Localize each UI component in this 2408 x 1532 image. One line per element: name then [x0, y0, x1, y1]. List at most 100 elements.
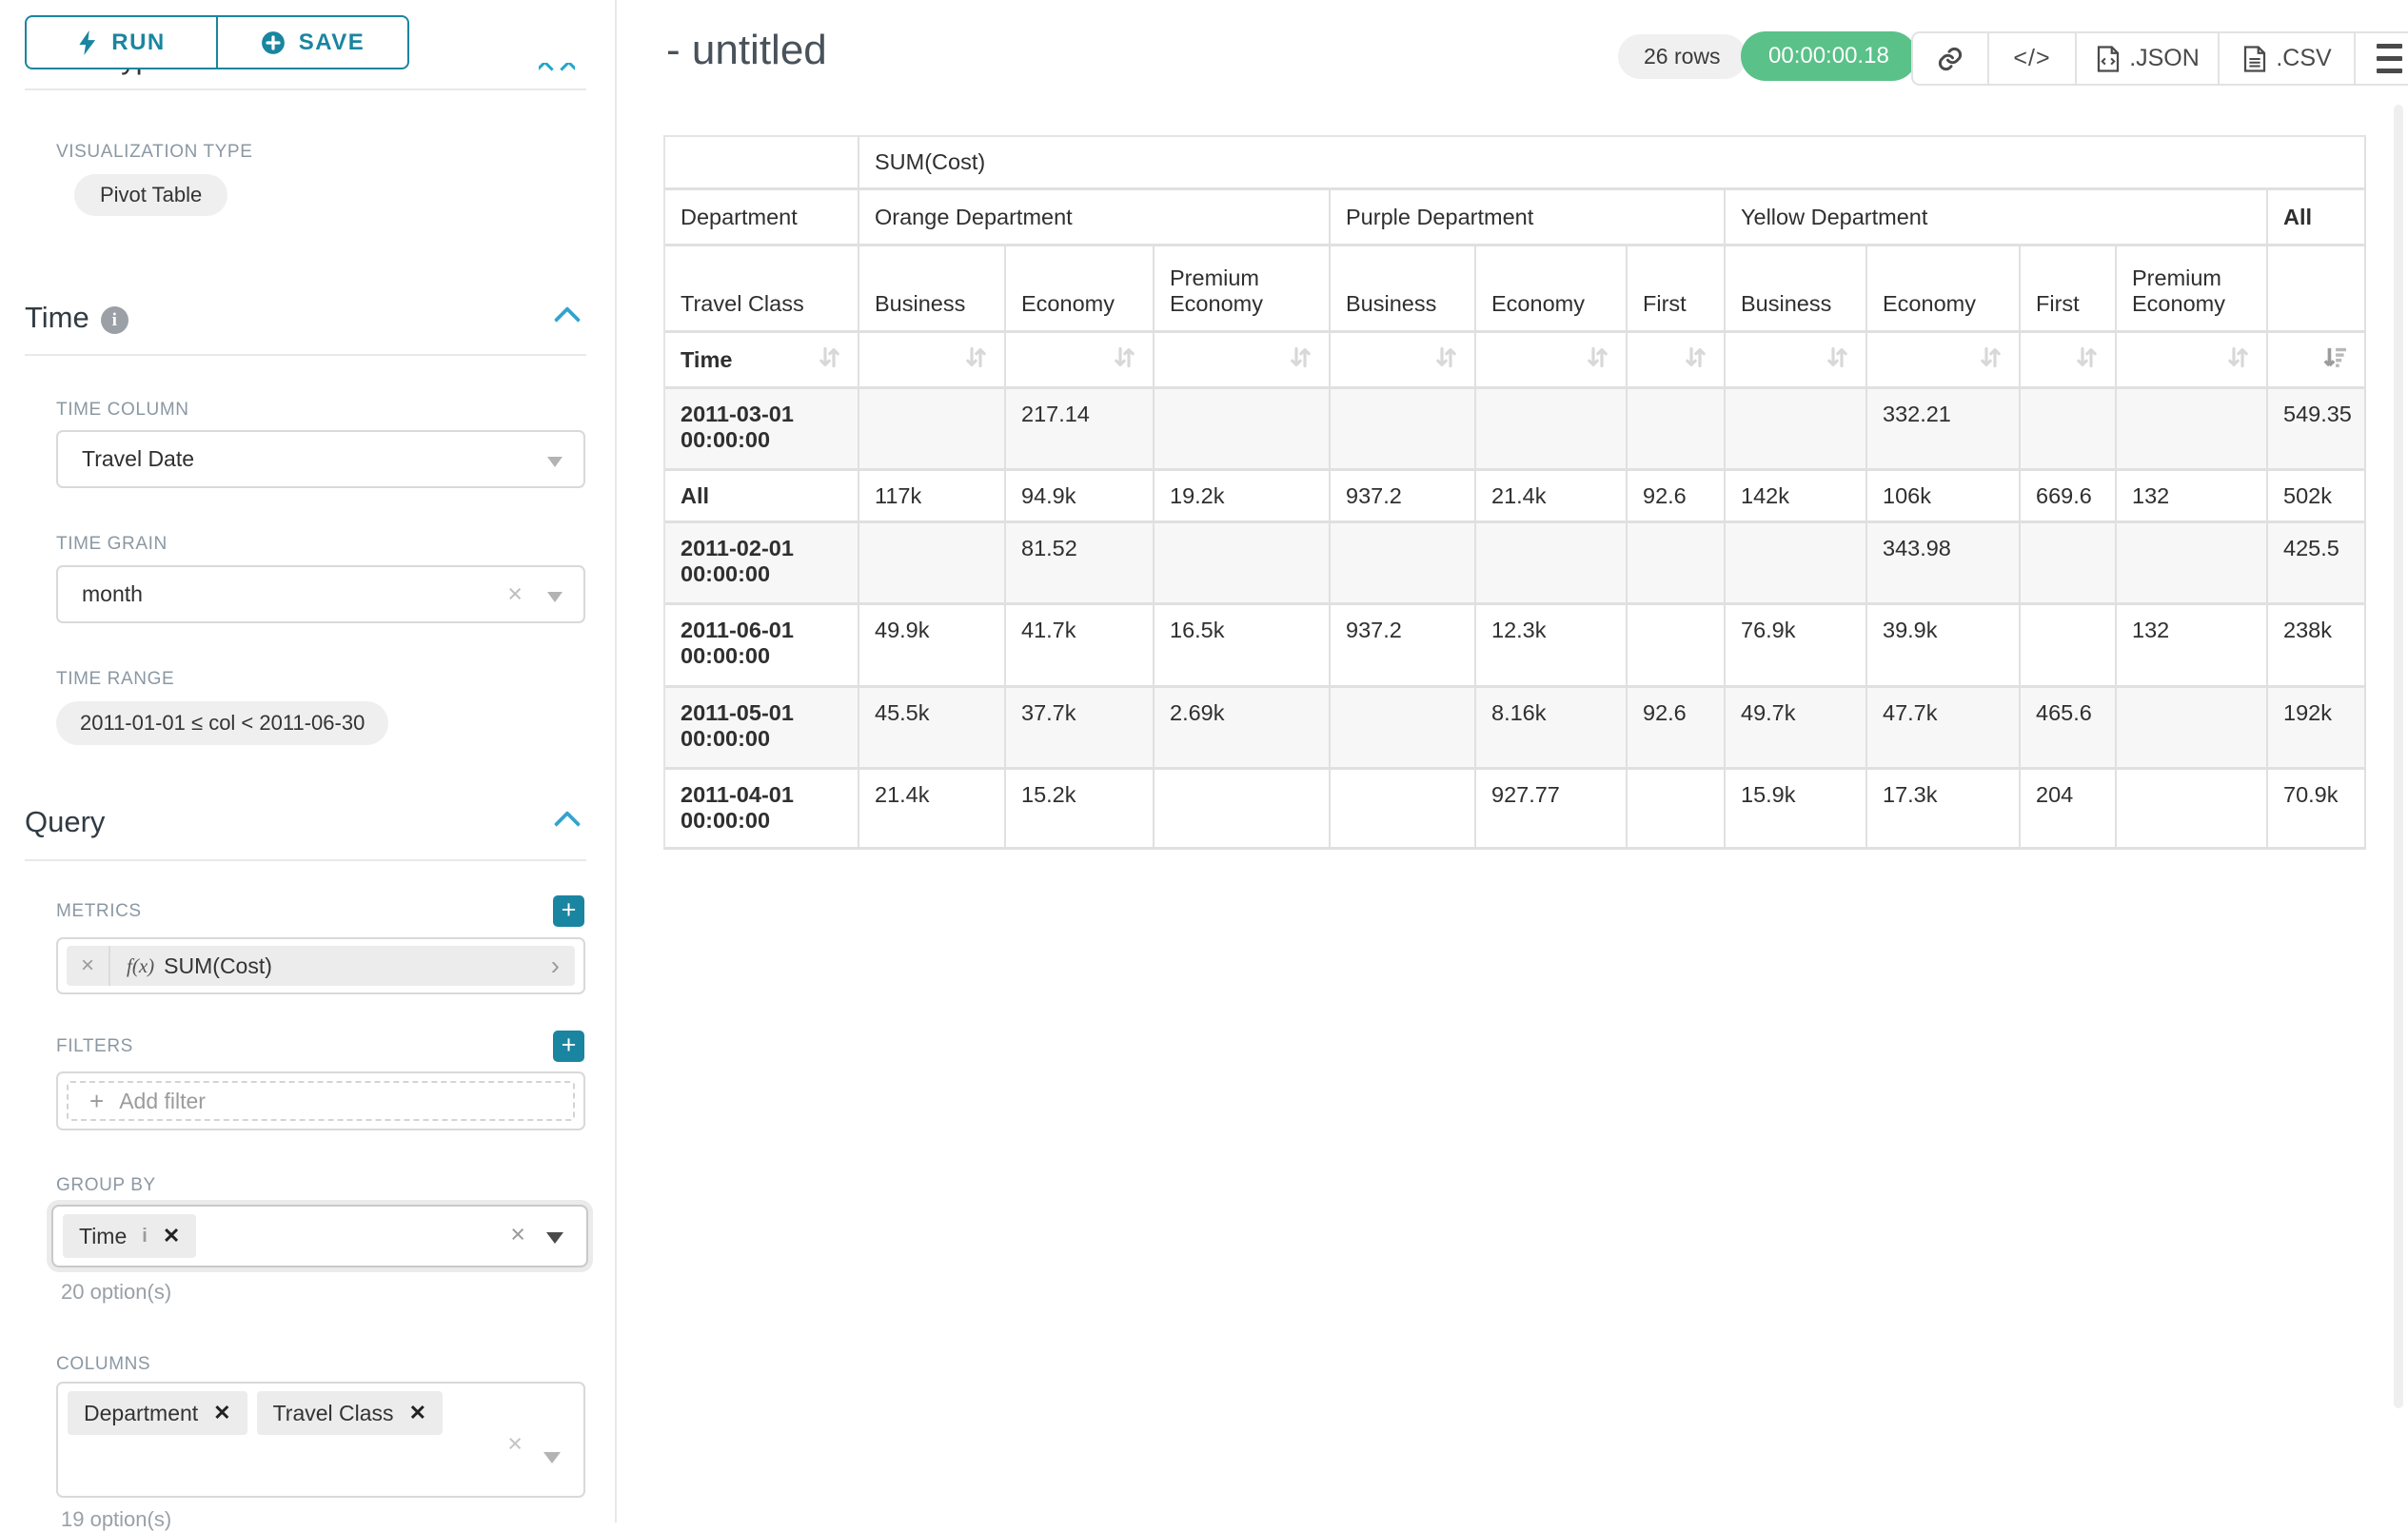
chart-title[interactable]: - untitled — [666, 27, 827, 74]
export-toolbar: </> .JSON .CSV — [1911, 31, 2408, 86]
file-lines-icon — [2241, 45, 2268, 73]
chevron-down-icon[interactable] — [546, 1232, 563, 1244]
pivot-value-cell — [1726, 523, 1867, 605]
vertical-scrollbar[interactable] — [2394, 105, 2403, 1408]
pivot-value-cell — [2117, 688, 2268, 770]
chevron-down-icon[interactable] — [543, 1452, 561, 1463]
pivot-value-cell — [2021, 389, 2117, 471]
remove-metric-icon[interactable]: × — [67, 946, 110, 986]
pivot-value-cell — [2021, 605, 2117, 688]
sort-toggle-icon[interactable] — [1867, 333, 2021, 389]
pivot-value-cell: 669.6 — [2021, 471, 2117, 523]
pivot-value-cell — [1331, 523, 1476, 605]
travel-class-header-cell — [2268, 246, 2366, 333]
pivot-corner-cell: Travel Class — [665, 246, 859, 333]
short-link-button[interactable] — [1913, 33, 1987, 84]
pivot-row-label: 2011-02-01 00:00:00 — [665, 523, 859, 605]
pivot-body: 2011-03-01 00:00:00217.14332.21549.35All… — [665, 389, 2366, 850]
pivot-row-label: All — [665, 471, 859, 523]
section-divider — [25, 859, 586, 861]
pivot-row-label: 2011-04-01 00:00:00 — [665, 770, 859, 850]
lightning-icon — [77, 30, 98, 55]
time-range-chip[interactable]: 2011-01-01 ≤ col < 2011-06-30 — [56, 701, 388, 745]
pivot-value-cell: 117k — [859, 471, 1006, 523]
section-divider — [25, 88, 586, 90]
pivot-value-cell: 39.9k — [1867, 605, 2021, 688]
sort-toggle-icon[interactable] — [1476, 333, 1628, 389]
expand-metric-icon[interactable]: › — [551, 951, 560, 981]
sort-toggle-icon[interactable] — [1628, 333, 1726, 389]
columns-chip[interactable]: Department ✕ — [68, 1391, 247, 1435]
travel-class-header-cell: Business — [1331, 246, 1476, 333]
pivot-value-cell: 70.9k — [2268, 770, 2366, 850]
sort-toggle-icon[interactable] — [1006, 333, 1155, 389]
info-icon: i — [101, 306, 128, 334]
pivot-value-cell — [1331, 688, 1476, 770]
travel-class-header-cell: Premium Economy — [1155, 246, 1331, 333]
export-json-button[interactable]: .JSON — [2075, 33, 2218, 84]
run-button[interactable]: RUN — [27, 17, 218, 68]
pivot-value-cell: 217.14 — [1006, 389, 1155, 471]
pivot-value-cell: 21.4k — [1476, 471, 1628, 523]
columns-chip[interactable]: Travel Class ✕ — [257, 1391, 443, 1435]
pivot-value-cell: 132 — [2117, 605, 2268, 688]
pivot-value-cell — [1726, 389, 1867, 471]
pivot-data-row: 2011-02-01 00:00:0081.52343.98425.5 — [665, 523, 2366, 605]
menu-button[interactable] — [2354, 33, 2408, 84]
filters-label: FILTERS — [56, 1036, 133, 1057]
time-range-label: TIME RANGE — [56, 669, 174, 690]
time-grain-select[interactable]: month × — [56, 565, 585, 623]
explore-control-panel: Chart Type RUN SAVE VISUALIZATION TYPE P… — [0, 0, 617, 1522]
group-by-chip[interactable]: Time i ✕ — [63, 1214, 196, 1258]
export-csv-button[interactable]: .CSV — [2218, 33, 2354, 84]
pivot-value-cell: 238k — [2268, 605, 2366, 688]
clear-icon[interactable]: × — [510, 1220, 525, 1249]
sort-desc-icon[interactable] — [2268, 333, 2366, 389]
time-section-header[interactable]: Timei — [25, 301, 128, 335]
collapse-time-section-icon[interactable] — [558, 304, 579, 325]
add-filter-dropzone[interactable]: + Add filter — [67, 1081, 575, 1121]
pivot-value-cell: 192k — [2268, 688, 2366, 770]
pivot-value-cell: 332.21 — [1867, 389, 2021, 471]
pivot-value-cell: 465.6 — [2021, 688, 2117, 770]
pivot-data-row: 2011-04-01 00:00:0021.4k15.2k927.7715.9k… — [665, 770, 2366, 850]
sort-toggle-icon[interactable] — [2021, 333, 2117, 389]
save-button[interactable]: SAVE — [218, 17, 407, 68]
dept-header-cell: Orange Department — [859, 190, 1331, 246]
visualization-type-chip[interactable]: Pivot Table — [74, 174, 227, 216]
add-filter-button[interactable]: + — [553, 1031, 584, 1062]
sort-toggle-icon[interactable] — [2117, 333, 2268, 389]
remove-chip-icon[interactable]: ✕ — [213, 1401, 230, 1425]
sort-toggle-icon[interactable] — [1155, 333, 1331, 389]
sort-toggle-icon[interactable] — [817, 344, 842, 376]
travel-class-header-cell: Economy — [1006, 246, 1155, 333]
collapse-query-section-icon[interactable] — [558, 809, 579, 830]
metric-header-cell: SUM(Cost) — [859, 137, 2366, 190]
metric-chip[interactable]: × f(x) SUM(Cost) › — [67, 946, 575, 986]
add-metric-button[interactable]: + — [553, 895, 584, 927]
pivot-value-cell — [859, 523, 1006, 605]
travel-class-header-cell: Premium Economy — [2117, 246, 2268, 333]
group-by-select[interactable]: Time i ✕ × — [51, 1205, 588, 1267]
pivot-value-cell: 47.7k — [1867, 688, 2021, 770]
remove-chip-icon[interactable]: ✕ — [409, 1401, 426, 1425]
pivot-value-cell: 76.9k — [1726, 605, 1867, 688]
link-icon — [1936, 45, 1964, 73]
query-section-header[interactable]: Query — [25, 805, 105, 839]
remove-chip-icon[interactable]: ✕ — [163, 1224, 180, 1248]
pivot-value-cell: 37.7k — [1006, 688, 1155, 770]
pivot-value-cell: 12.3k — [1476, 605, 1628, 688]
pivot-value-cell: 502k — [2268, 471, 2366, 523]
sort-toggle-icon[interactable] — [1331, 333, 1476, 389]
time-column-select[interactable]: Travel Date — [56, 430, 585, 488]
clear-icon[interactable]: × — [507, 567, 523, 621]
sort-toggle-icon[interactable] — [859, 333, 1006, 389]
pivot-value-cell: 343.98 — [1867, 523, 2021, 605]
columns-select[interactable]: Department ✕ Travel Class ✕ × — [56, 1382, 585, 1498]
sort-toggle-icon[interactable] — [1726, 333, 1867, 389]
pivot-value-cell: 16.5k — [1155, 605, 1331, 688]
clear-icon[interactable]: × — [507, 1429, 523, 1459]
view-query-button[interactable]: </> — [1987, 33, 2075, 84]
pivot-corner-cell — [665, 137, 859, 190]
pivot-corner-cell: Department — [665, 190, 859, 246]
